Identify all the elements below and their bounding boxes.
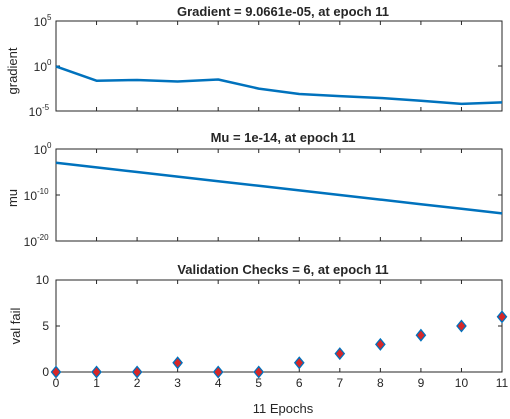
x-tick-label: 5 bbox=[255, 376, 262, 390]
x-tick-label: 6 bbox=[296, 376, 303, 390]
x-tick-label: 11 bbox=[496, 376, 509, 390]
y-tick-label: 10 bbox=[29, 105, 43, 119]
x-tick-label: 8 bbox=[377, 376, 384, 390]
mu-title: Mu = 1e-14, at epoch 11 bbox=[211, 130, 356, 145]
val-fail-point bbox=[456, 319, 467, 333]
gradient-ylabel: gradient bbox=[5, 47, 20, 94]
gradient-axes-box bbox=[55, 20, 503, 112]
y-tick-label: 10 bbox=[36, 273, 50, 287]
val-fail-point bbox=[91, 365, 102, 379]
val-fail-axes-box bbox=[55, 279, 503, 373]
y-tick-label: 0 bbox=[42, 365, 49, 379]
val-fail-point bbox=[293, 356, 305, 370]
y-tick-exponent: 5 bbox=[47, 13, 52, 22]
y-tick-exponent: 0 bbox=[47, 58, 52, 67]
val-fail-point bbox=[50, 365, 62, 379]
val-fail-point bbox=[375, 337, 386, 351]
mu-series-line bbox=[55, 161, 503, 215]
x-tick-label: 1 bbox=[93, 376, 100, 390]
x-tick-label: 4 bbox=[215, 376, 222, 390]
y-tick-label: 10 bbox=[24, 189, 38, 203]
y-tick-label: 5 bbox=[42, 319, 49, 333]
gradient-panel: Gradient = 9.0661e-05, at epoch 11 gradi… bbox=[5, 4, 503, 119]
val-fail-point bbox=[212, 365, 224, 379]
gradient-title: Gradient = 9.0661e-05, at epoch 11 bbox=[177, 4, 389, 19]
y-tick-exponent: -5 bbox=[42, 103, 50, 112]
val-fail-point bbox=[131, 365, 143, 379]
x-tick-label: 3 bbox=[174, 376, 181, 390]
val-fail-ylabel: val fail bbox=[8, 307, 23, 344]
y-tick-label: 10 bbox=[34, 143, 48, 157]
val-fail-point bbox=[253, 365, 265, 379]
val-fail-point bbox=[415, 328, 427, 342]
x-tick-label: 2 bbox=[134, 376, 141, 390]
mu-ylabel: mu bbox=[5, 189, 20, 207]
val-fail-panel: Validation Checks = 6, at epoch 11 val f… bbox=[8, 262, 509, 416]
x-tick-label: 10 bbox=[455, 376, 469, 390]
x-tick-label: 7 bbox=[336, 376, 343, 390]
y-tick-label: 10 bbox=[24, 235, 38, 249]
val-fail-point bbox=[334, 347, 346, 361]
y-tick-label: 10 bbox=[34, 15, 48, 29]
epochs-xlabel: 11 Epochs bbox=[253, 401, 314, 416]
x-tick-label: 0 bbox=[53, 376, 60, 390]
y-tick-exponent: -20 bbox=[37, 233, 49, 242]
val-fail-title: Validation Checks = 6, at epoch 11 bbox=[177, 262, 388, 277]
x-tick-label: 9 bbox=[418, 376, 425, 390]
val-fail-point bbox=[496, 310, 508, 324]
y-tick-exponent: -10 bbox=[37, 187, 49, 196]
mu-axes-box bbox=[55, 148, 503, 242]
gradient-series-line bbox=[55, 65, 503, 106]
y-tick-label: 10 bbox=[34, 60, 48, 74]
val-fail-point bbox=[172, 356, 183, 370]
y-tick-exponent: 0 bbox=[47, 141, 52, 150]
